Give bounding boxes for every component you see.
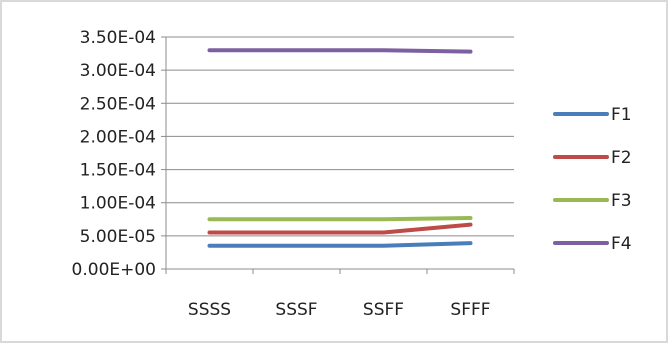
x-tick-label: SSSS <box>188 300 231 320</box>
series-line-f2 <box>207 222 473 235</box>
legend-label-f2: F2 <box>611 148 632 168</box>
y-tick-label: 3.50E-04 <box>80 28 156 48</box>
x-tick-label: SSFF <box>363 300 404 320</box>
legend-label-f1: F1 <box>611 105 632 125</box>
x-tick-label: SFFF <box>450 300 490 320</box>
y-axis-tick-labels: 0.00E+00 5.00E-05 1.00E-04 1.50E-04 2.00E-04… <box>72 28 156 280</box>
series-line-f1 <box>207 241 473 248</box>
y-tick-label: 3.00E-04 <box>80 61 156 81</box>
gridlines <box>166 36 514 237</box>
series-line-f4 <box>207 48 473 54</box>
y-tick-label: 2.00E-04 <box>80 127 156 147</box>
y-tick-label: 0.00E+00 <box>72 260 156 280</box>
series-line-f3 <box>207 215 473 222</box>
x-tick-label: SSSF <box>275 300 317 320</box>
y-tick-label: 1.00E-04 <box>80 194 156 214</box>
line-chart: 0.00E+00 5.00E-05 1.00E-04 1.50E-04 2.00E-04… <box>72 28 632 320</box>
x-axis-tick-labels: SSSS SSSF SSFF SFFF <box>188 300 491 320</box>
y-tick-label: 2.50E-04 <box>80 94 156 114</box>
y-tick-label: 5.00E-05 <box>80 227 156 247</box>
legend-label-f3: F3 <box>611 191 632 211</box>
y-tick-label: 1.50E-04 <box>80 161 156 181</box>
series-lines <box>207 48 473 248</box>
legend: F1 F2 F3 F4 <box>553 105 632 254</box>
axes <box>161 36 515 274</box>
legend-label-f4: F4 <box>611 234 632 254</box>
